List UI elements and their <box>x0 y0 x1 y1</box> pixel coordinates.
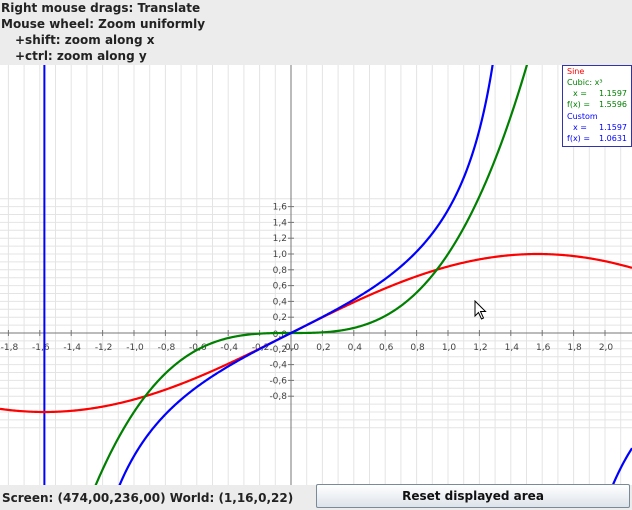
x-tick-label: 1,2 <box>473 343 487 353</box>
y-tick-label: 1,2 <box>273 234 287 244</box>
x-tick-label: 2,0 <box>599 343 614 353</box>
y-tick-label: 1,6 <box>273 203 288 213</box>
x-tick-label: 0,4 <box>348 343 363 353</box>
x-tick-label: -1,2 <box>95 343 113 353</box>
x-tick-label: -0,8 <box>158 343 176 353</box>
x-tick-label: 1,4 <box>505 343 520 353</box>
legend-custom-x-value: 1.1597 <box>599 123 627 132</box>
legend-cubic-x-label: x = <box>573 89 590 98</box>
instruction-shift: +shift: zoom along x <box>15 33 155 47</box>
instructions-panel: Right mouse drags: Translate Mouse wheel… <box>0 0 632 65</box>
coordinates-readout: Screen: (474,00,236,00) World: (1,16,0,2… <box>2 491 294 505</box>
reset-displayed-area-button[interactable]: Reset displayed area <box>316 484 630 508</box>
y-tick-label: -0,6 <box>269 376 287 386</box>
x-tick-label: -1,6 <box>32 343 50 353</box>
y-tick-label: -0,8 <box>269 392 287 402</box>
y-tick-label: -0,2 <box>269 345 287 355</box>
x-tick-label: 1,8 <box>567 343 582 353</box>
legend-custom-fx-label: f(x) = <box>567 134 593 143</box>
x-tick-label: 1,6 <box>536 343 551 353</box>
y-tick-label: 0,6 <box>273 282 288 292</box>
x-tick-label: -1,8 <box>1 343 19 353</box>
legend-sine-label: Sine <box>567 67 585 76</box>
chart-svg[interactable]: -1,8 -1,6 -1,4 -1,2 -1,0 -0,8 -0,6 -0,4 -0,2 0,0 0… <box>0 65 632 485</box>
legend-custom-fx-value: 1.0631 <box>599 134 627 143</box>
instruction-zoom: Mouse wheel: Zoom uniformly <box>1 17 206 31</box>
legend-cubic-label: Cubic: x³ <box>567 78 603 87</box>
x-tick-label: -0,4 <box>220 343 238 353</box>
legend-custom-label: Custom <box>567 112 598 121</box>
x-tick-label: -0,6 <box>189 343 207 353</box>
instruction-translate: Right mouse drags: Translate <box>1 1 201 15</box>
y-tick-label: -0,4 <box>269 361 287 371</box>
mouse-pointer-icon <box>474 300 487 320</box>
instruction-ctrl: +ctrl: zoom along y <box>15 49 147 63</box>
legend-box: Sine Cubic: x³ x = 1.1597 f(x) = 1.5596 … <box>562 65 632 147</box>
y-tick-label: 0,2 <box>273 313 287 323</box>
x-tick-label: 0,8 <box>410 343 425 353</box>
legend-cubic-fx-label: f(x) = <box>567 100 593 109</box>
y-tick-label: 0,4 <box>273 297 288 307</box>
x-tick-label: 0,2 <box>316 343 330 353</box>
x-tick-label: -1,0 <box>126 343 144 353</box>
legend-cubic-fx-value: 1.5596 <box>599 100 627 109</box>
series-cubic-x-line <box>94 65 529 485</box>
y-tick-label: 1,0 <box>273 250 288 260</box>
y-tick-label: 0,8 <box>273 266 288 276</box>
x-tick-label: 0,6 <box>379 343 394 353</box>
x-tick-label: 1,0 <box>442 343 457 353</box>
x-tick-label: -1,4 <box>63 343 81 353</box>
y-tick-label: 1,4 <box>273 218 288 228</box>
x-tick-label: 0,0 <box>285 343 300 353</box>
series-custom-line <box>118 65 632 485</box>
legend-cubic-x-value: 1.1597 <box>599 89 627 98</box>
plot-canvas[interactable]: -1,8 -1,6 -1,4 -1,2 -1,0 -0,8 -0,6 -0,4 -0,2 0,0 0… <box>0 65 632 485</box>
origin-label: 0,0 <box>273 330 288 340</box>
legend-custom-x-label: x = <box>573 123 590 132</box>
